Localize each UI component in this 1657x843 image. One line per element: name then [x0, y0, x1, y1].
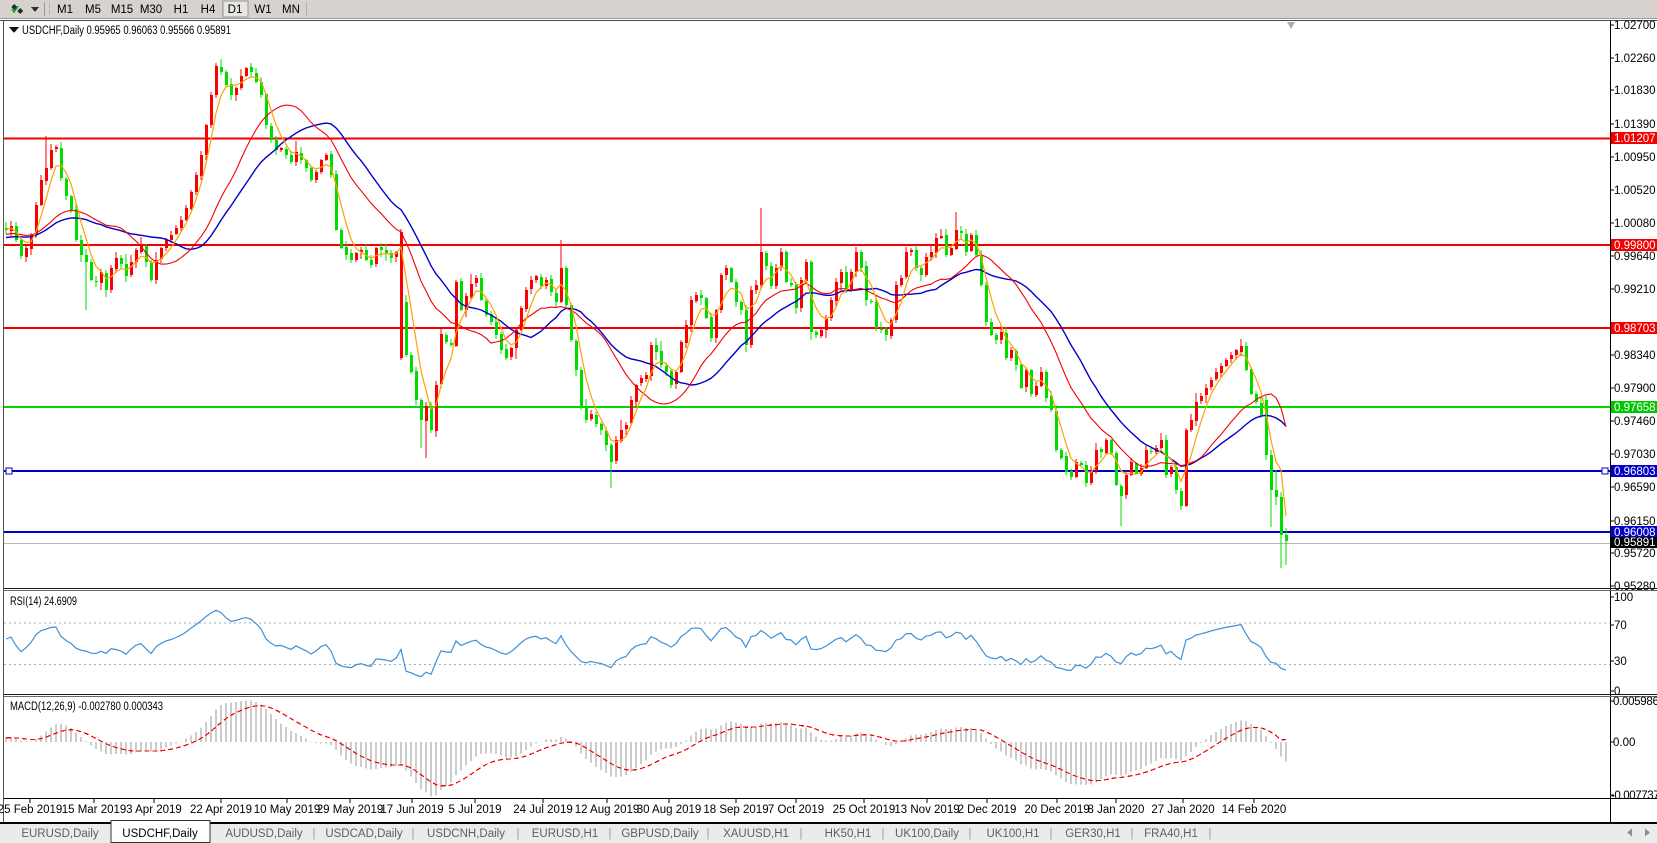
svg-text:0.97658: 0.97658 [1614, 402, 1656, 414]
svg-text:1.01390: 1.01390 [1614, 119, 1656, 131]
svg-text:0.99210: 0.99210 [1614, 284, 1656, 296]
svg-text:1.00520: 1.00520 [1614, 185, 1656, 197]
svg-text:|: | [1131, 828, 1134, 840]
svg-text:|: | [412, 828, 415, 840]
svg-text:1.01830: 1.01830 [1614, 85, 1656, 97]
svg-text:1.02260: 1.02260 [1614, 53, 1656, 65]
svg-text:|: | [969, 828, 972, 840]
svg-text:20 Dec 2019: 20 Dec 2019 [1024, 804, 1089, 816]
svg-text:22 Apr 2019: 22 Apr 2019 [190, 804, 252, 816]
svg-text:0.95720: 0.95720 [1614, 548, 1656, 560]
svg-text:MN: MN [282, 4, 300, 16]
svg-text:2 Dec 2019: 2 Dec 2019 [958, 804, 1017, 816]
svg-text:0.96590: 0.96590 [1614, 482, 1656, 494]
svg-text:0.98340: 0.98340 [1614, 350, 1656, 362]
svg-text:|: | [1050, 828, 1053, 840]
svg-text:1.00950: 1.00950 [1614, 152, 1656, 164]
svg-text:0.99800: 0.99800 [1614, 240, 1656, 252]
svg-text:M5: M5 [85, 4, 101, 16]
svg-text:30: 30 [1614, 656, 1627, 668]
svg-text:EURUSD,H1: EURUSD,H1 [532, 828, 598, 840]
svg-text:25 Oct 2019: 25 Oct 2019 [833, 804, 896, 816]
svg-text:1.02700: 1.02700 [1614, 20, 1656, 32]
svg-text:|: | [800, 828, 803, 840]
svg-text:1.01207: 1.01207 [1614, 133, 1656, 145]
svg-text:100: 100 [1614, 592, 1633, 604]
svg-text:30 Aug 2019: 30 Aug 2019 [637, 804, 702, 816]
svg-text:0: 0 [1614, 686, 1620, 698]
svg-text:0.98703: 0.98703 [1614, 323, 1656, 335]
svg-text:17 Jun 2019: 17 Jun 2019 [380, 804, 443, 816]
svg-text:D1: D1 [228, 4, 243, 16]
svg-text:HK50,H1: HK50,H1 [825, 828, 872, 840]
svg-text:0.00: 0.00 [1613, 737, 1635, 749]
svg-text:0.96150: 0.96150 [1614, 516, 1656, 528]
svg-text:RSI(14) 24.6909: RSI(14) 24.6909 [10, 596, 77, 608]
svg-text:|: | [313, 828, 316, 840]
svg-text:12 Aug 2019: 12 Aug 2019 [575, 804, 640, 816]
svg-text:5 Jul 2019: 5 Jul 2019 [448, 804, 501, 816]
svg-text:USDCAD,Daily: USDCAD,Daily [325, 828, 403, 840]
svg-text:GBPUSD,Daily: GBPUSD,Daily [621, 828, 699, 840]
svg-text:24 Jul 2019: 24 Jul 2019 [513, 804, 572, 816]
svg-text:0.95280: 0.95280 [1614, 581, 1656, 593]
svg-text:UK100,H1: UK100,H1 [986, 828, 1039, 840]
svg-text:1.00080: 1.00080 [1614, 218, 1656, 230]
svg-text:H1: H1 [174, 4, 189, 16]
svg-text:27 Jan 2020: 27 Jan 2020 [1151, 804, 1214, 816]
svg-text:0.95891: 0.95891 [1614, 537, 1656, 549]
svg-text:0.97460: 0.97460 [1614, 416, 1656, 428]
svg-text:FRA40,H1: FRA40,H1 [1144, 828, 1198, 840]
svg-text:0.97030: 0.97030 [1614, 449, 1656, 461]
svg-text:|: | [517, 828, 520, 840]
svg-text:XAUUSD,H1: XAUUSD,H1 [723, 828, 789, 840]
svg-text:13 Nov 2019: 13 Nov 2019 [894, 804, 959, 816]
svg-text:0.96803: 0.96803 [1614, 466, 1656, 478]
svg-text:UK100,Daily: UK100,Daily [895, 828, 959, 840]
svg-text:M1: M1 [57, 4, 73, 16]
svg-text:0.99640: 0.99640 [1614, 251, 1656, 263]
svg-text:7 Oct 2019: 7 Oct 2019 [768, 804, 824, 816]
svg-text:USDCHF,Daily 0.95965 0.96063: USDCHF,Daily 0.95965 0.96063 0.95566 0.9… [22, 25, 231, 37]
svg-text:H4: H4 [201, 4, 216, 16]
svg-text:GER30,H1: GER30,H1 [1065, 828, 1121, 840]
svg-text:15 Mar 2019: 15 Mar 2019 [62, 804, 127, 816]
svg-text:14 Feb 2020: 14 Feb 2020 [1222, 804, 1287, 816]
svg-text:USDCHF,Daily: USDCHF,Daily [122, 828, 198, 840]
svg-text:70: 70 [1614, 620, 1627, 632]
svg-text:|: | [1209, 828, 1212, 840]
svg-text:M15: M15 [111, 4, 133, 16]
svg-text:|: | [707, 828, 710, 840]
svg-text:29 May 2019: 29 May 2019 [317, 804, 384, 816]
svg-text:3 Apr 2019: 3 Apr 2019 [126, 804, 182, 816]
svg-text:-0.007737: -0.007737 [1611, 790, 1657, 802]
svg-text:18 Sep 2019: 18 Sep 2019 [703, 804, 768, 816]
svg-text:0.97900: 0.97900 [1614, 383, 1656, 395]
svg-text:USDCNH,Daily: USDCNH,Daily [427, 828, 505, 840]
svg-text:AUDUSD,Daily: AUDUSD,Daily [225, 828, 303, 840]
svg-text:M30: M30 [140, 4, 162, 16]
svg-text:0.96008: 0.96008 [1614, 527, 1656, 539]
svg-text:10 May 2019: 10 May 2019 [254, 804, 321, 816]
svg-text:8 Jan 2020: 8 Jan 2020 [1088, 804, 1145, 816]
svg-text:MACD(12,26,9) -0.002780 0.0003: MACD(12,26,9) -0.002780 0.000343 [10, 701, 163, 713]
svg-text:0.005986: 0.005986 [1613, 696, 1657, 708]
svg-text:25 Feb 2019: 25 Feb 2019 [0, 804, 62, 816]
svg-text:W1: W1 [254, 4, 271, 16]
svg-text:EURUSD,Daily: EURUSD,Daily [21, 828, 99, 840]
svg-text:|: | [609, 828, 612, 840]
svg-text:|: | [882, 828, 885, 840]
